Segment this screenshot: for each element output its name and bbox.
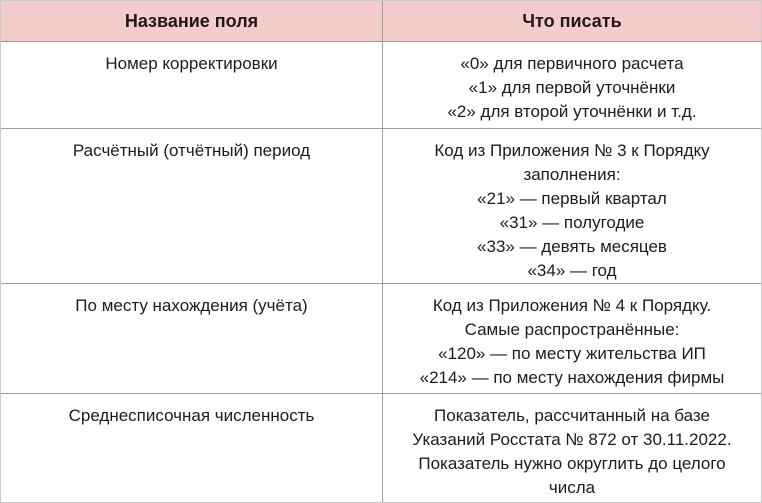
field-value-cell: Код из Приложения № 3 к Порядку заполнен…	[383, 128, 761, 283]
field-name-cell: Среднесписочная численность	[1, 393, 383, 502]
field-value-cell: «0» для первичного расчета «1» для перво…	[383, 41, 761, 128]
field-name-cell: Расчётный (отчётный) период	[1, 128, 383, 283]
field-name-cell: Номер корректировки	[1, 41, 383, 128]
field-value-cell: Показатель, рассчитанный на базе Указани…	[383, 393, 761, 502]
field-name-cell: По месту нахождения (учёта)	[1, 283, 383, 393]
header-what-to-write: Что писать	[383, 1, 761, 41]
header-field-name: Название поля	[1, 1, 383, 41]
field-value-cell: Код из Приложения № 4 к Порядку. Самые р…	[383, 283, 761, 393]
